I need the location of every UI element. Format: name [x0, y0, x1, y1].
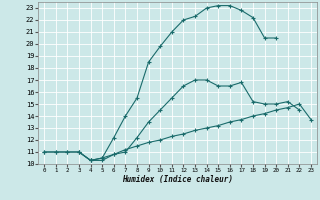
X-axis label: Humidex (Indice chaleur): Humidex (Indice chaleur): [122, 175, 233, 184]
